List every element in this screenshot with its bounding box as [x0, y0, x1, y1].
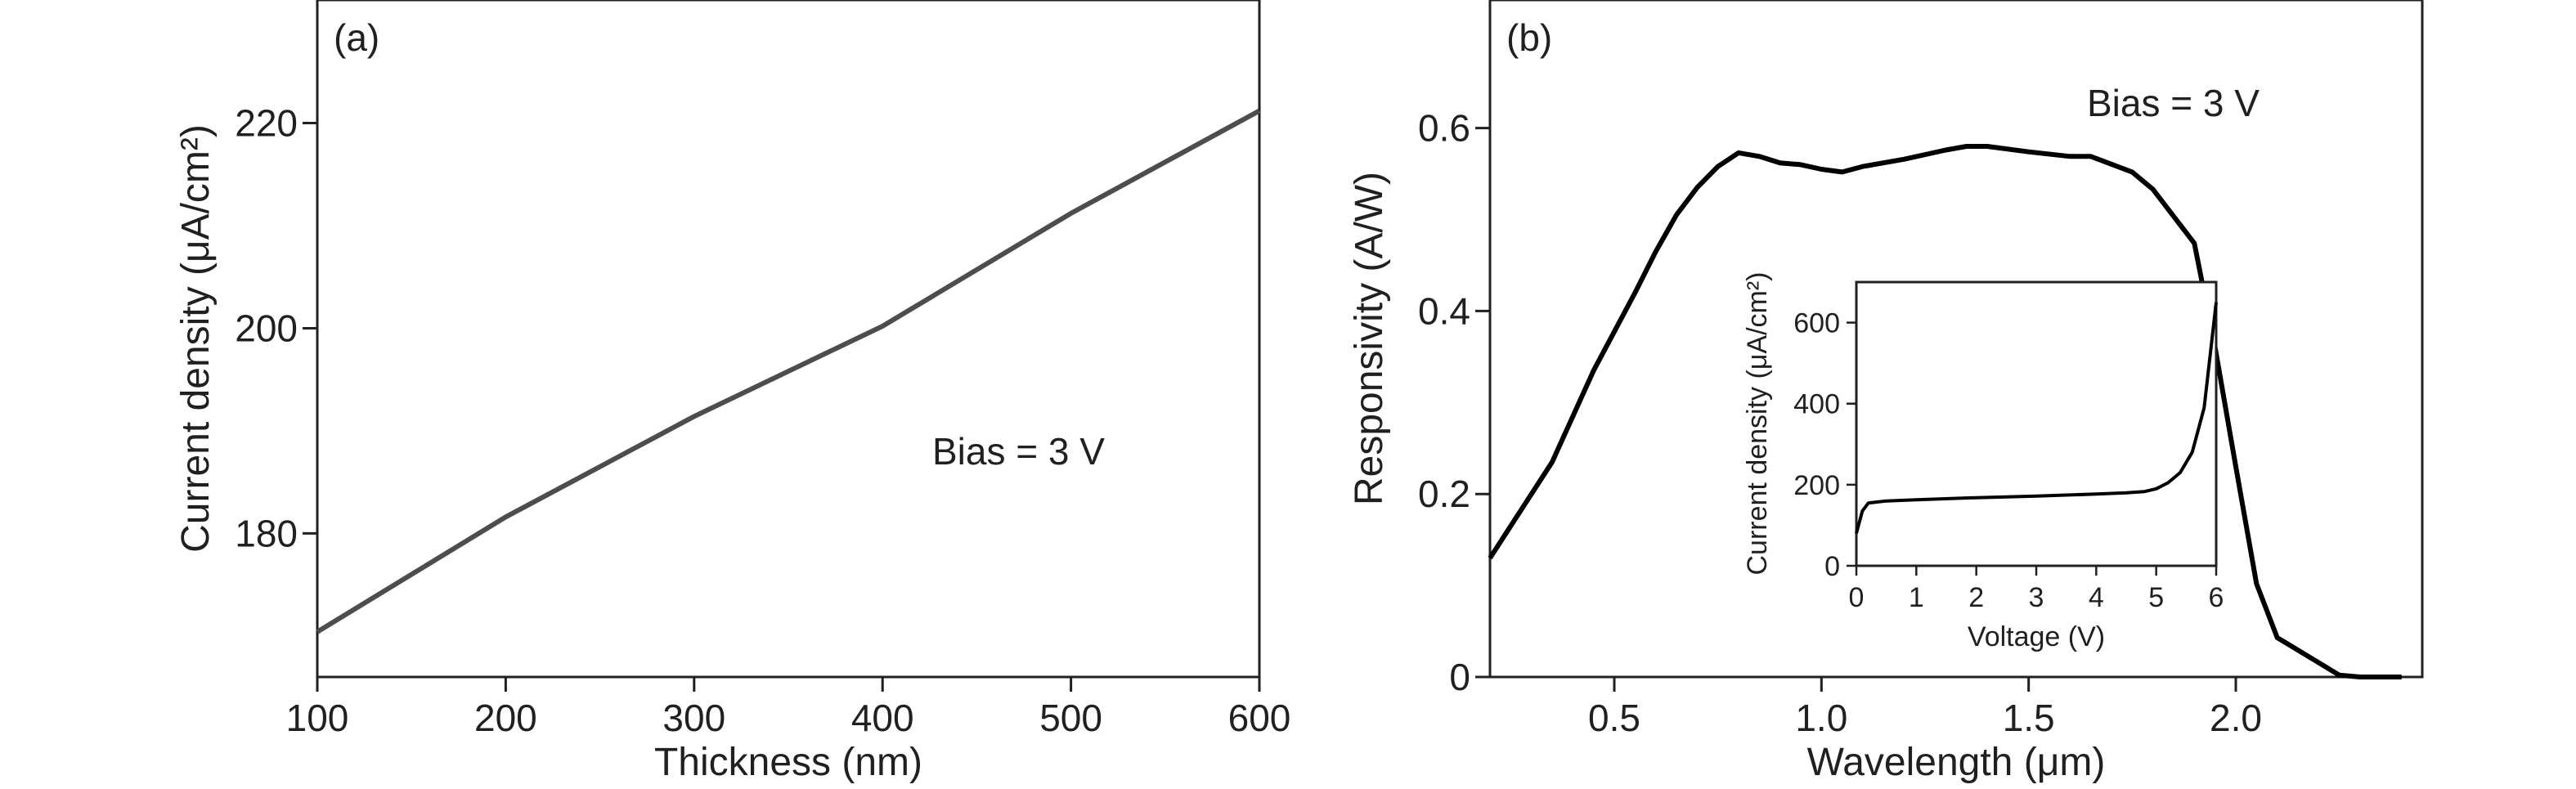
panel-a-data-points — [316, 110, 1260, 632]
panel-a-x-tick-label: 500 — [1039, 697, 1102, 739]
inset-x-tick-label: 6 — [2209, 582, 2224, 613]
panel-b-x-tick-label: 0.5 — [1588, 697, 1640, 739]
panel-b-y-tick-label: 0 — [1449, 656, 1470, 698]
inset-x-tick-label: 4 — [2089, 582, 2104, 613]
inset-y-tick-label: 600 — [1793, 308, 1840, 339]
panel-b-y-tick-label: 0.2 — [1418, 473, 1470, 515]
inset-x-tick-label: 3 — [2029, 582, 2044, 613]
inset-x-tick-label: 0 — [1849, 582, 1865, 613]
panel-a-y-tick-label: 220 — [235, 102, 298, 145]
panel-b-responsivity-line — [1488, 144, 2402, 679]
panel-b-x-tick-label: 2.0 — [2210, 697, 2262, 739]
inset-x-ticks: 0 1 2 3 4 5 6 — [1849, 566, 2224, 613]
panel-a-x-tick-label: 100 — [286, 697, 349, 739]
panel-b-y-ticks: 0 0.2 0.4 0.6 — [1418, 107, 1490, 698]
panel-b-x-ticks: 0.5 1.0 1.5 2.0 — [1588, 677, 2262, 739]
inset-y-ticks: 0 200 400 600 — [1793, 308, 1856, 582]
panel-b-x-tick-label: 1.0 — [1795, 697, 1847, 739]
panel-b-plot-frame — [1488, 0, 2424, 679]
inset-data-points — [1856, 302, 2217, 534]
panel-a-y-axis-title: Current density (μA/cm²) — [174, 124, 218, 553]
panel-b-x-axis-title: Wavelength (μm) — [1807, 741, 2106, 784]
panel-b-label: (b) — [1506, 16, 1552, 59]
inset-plot-frame — [1855, 280, 2218, 567]
panel-a-series-line — [316, 108, 1261, 634]
panel-b-inset: 0 1 2 3 4 5 6 0 200 400 600 Voltage (V) Current d… — [1742, 272, 2224, 653]
inset-x-tick-label: 1 — [1909, 582, 1924, 613]
inset-y-tick-label: 0 — [1824, 551, 1840, 582]
panel-a-x-tick-label: 600 — [1228, 697, 1291, 739]
panel-b-data-points — [1489, 146, 2402, 678]
panel-a-x-axis-title: Thickness (nm) — [654, 741, 922, 784]
inset-iv-curve — [1855, 302, 2218, 534]
panel-a-y-ticks: 180 200 220 — [235, 102, 317, 554]
panel-a-y-tick-label: 200 — [235, 307, 298, 349]
inset-y-tick-label: 400 — [1793, 389, 1840, 420]
panel-b: 0.5 1.0 1.5 2.0 0 0.2 0.4 0.6 (b) Bias = 3 V W… — [1348, 0, 2424, 784]
panel-a-plot-frame — [316, 0, 1261, 679]
panel-a-bias-annotation: Bias = 3 V — [932, 430, 1105, 473]
panel-a: 100 200 300 400 500 600 180 200 220 (a) Bias = … — [174, 0, 1290, 784]
panel-b-y-tick-label: 0.4 — [1418, 289, 1470, 332]
inset-x-tick-label: 2 — [1968, 582, 1984, 613]
panel-a-x-tick-label: 300 — [662, 697, 725, 739]
panel-b-bias-annotation: Bias = 3 V — [2087, 82, 2260, 124]
panel-a-x-tick-label: 200 — [474, 697, 537, 739]
panel-a-y-tick-label: 180 — [235, 512, 298, 554]
inset-x-tick-label: 5 — [2148, 582, 2164, 613]
panel-a-x-tick-label: 400 — [851, 697, 914, 739]
panel-b-x-tick-label: 1.5 — [2003, 697, 2055, 739]
inset-x-axis-title: Voltage (V) — [1968, 621, 2105, 652]
panel-a-x-ticks: 100 200 300 400 500 600 — [286, 677, 1291, 739]
panel-b-y-tick-label: 0.6 — [1418, 107, 1470, 150]
panel-b-y-axis-title: Responsivity (A/W) — [1348, 172, 1391, 505]
inset-y-tick-label: 200 — [1793, 470, 1840, 501]
inset-y-axis-title: Current density (μA/cm²) — [1742, 272, 1773, 576]
panel-a-label: (a) — [334, 16, 379, 59]
